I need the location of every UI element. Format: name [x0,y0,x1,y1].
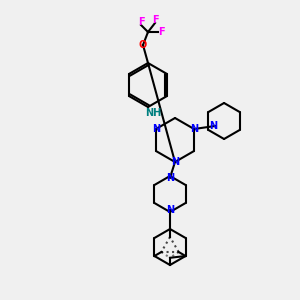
Text: N: N [171,157,179,167]
Text: NH: NH [146,107,162,118]
Text: N: N [190,124,198,134]
Text: N: N [152,124,160,134]
Text: O: O [139,40,147,50]
Text: F: F [158,27,164,37]
Text: F: F [138,17,144,27]
Text: F: F [152,15,158,25]
Text: N: N [166,205,174,215]
Text: N: N [166,173,174,183]
Text: N: N [209,121,217,131]
